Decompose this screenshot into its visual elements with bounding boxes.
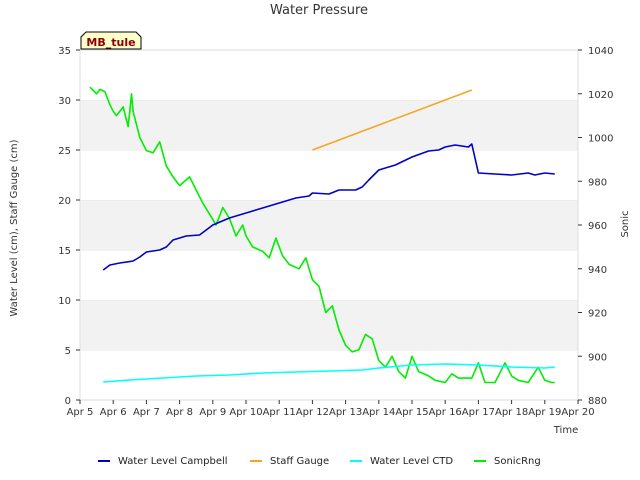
y2-tick-label: 940 bbox=[588, 265, 607, 276]
x-tick-label: Apr 10 bbox=[229, 407, 262, 418]
chart-title: Water Pressure bbox=[270, 3, 368, 18]
y2-axis-label: Sonic bbox=[620, 210, 631, 237]
x-axis: Apr 5 Apr 6 Apr 7 Apr 8 Apr 9 Apr 10 Apr 11 Apr… bbox=[67, 400, 595, 418]
y2-tick-label: 980 bbox=[588, 177, 607, 188]
series-layer bbox=[89, 86, 555, 384]
grid-band bbox=[80, 50, 578, 100]
grid-band bbox=[80, 150, 578, 200]
y2-tick-label: 900 bbox=[588, 352, 607, 363]
series-line-water-level-ctd bbox=[103, 363, 555, 383]
x-tick-label: Apr 5 bbox=[67, 407, 94, 418]
x-tick-label: Apr 14 bbox=[362, 407, 395, 418]
x-tick-label: Apr 7 bbox=[133, 407, 160, 418]
y-axis-left: 0 5 10 15 20 25 30 35 bbox=[58, 46, 80, 407]
x-tick-label: Apr 19 bbox=[528, 407, 561, 418]
y-tick-label: 5 bbox=[65, 346, 71, 357]
grid-band bbox=[80, 250, 578, 300]
y2-tick-label: 880 bbox=[588, 396, 607, 407]
legend: Water Level Campbell Staff Gauge Water Lev… bbox=[98, 456, 541, 467]
y2-tick-label: 1000 bbox=[588, 134, 613, 145]
y-tick-label: 0 bbox=[65, 396, 71, 407]
y-tick-label: 30 bbox=[58, 96, 71, 107]
x-tick-label: Apr 16 bbox=[429, 407, 462, 418]
y2-tick-label: 1040 bbox=[588, 46, 613, 57]
y2-tick-label: 920 bbox=[588, 309, 607, 320]
y-axis-right: 880 900 920 940 960 980 1000 1020 1040 bbox=[578, 46, 613, 407]
x-tick-label: Apr 18 bbox=[495, 407, 528, 418]
x-tick-label: Apr 11 bbox=[263, 407, 296, 418]
series-line-staff-gauge bbox=[312, 89, 473, 151]
grid-band bbox=[80, 200, 578, 250]
grid-band bbox=[80, 350, 578, 400]
y2-tick-label: 960 bbox=[588, 221, 607, 232]
grid-band bbox=[80, 300, 578, 350]
x-tick-label: Apr 17 bbox=[462, 407, 495, 418]
legend-item-label: Staff Gauge bbox=[270, 456, 329, 467]
y2-tick-label: 1020 bbox=[588, 90, 613, 101]
y-axis-label: Water Level (cm), Staff Gauge (cm) bbox=[9, 139, 20, 316]
y-tick-label: 25 bbox=[58, 146, 71, 157]
legend-item-label: Water Level Campbell bbox=[118, 456, 228, 467]
x-tick-label: Apr 15 bbox=[395, 407, 428, 418]
station-badge: MB_tule bbox=[80, 31, 142, 50]
x-tick-label: Apr 8 bbox=[166, 407, 193, 418]
y-tick-label: 10 bbox=[58, 296, 71, 307]
x-tick-label: Apr 6 bbox=[100, 407, 127, 418]
x-tick-label: Apr 9 bbox=[199, 407, 226, 418]
grid-bands bbox=[80, 49, 578, 400]
x-tick-label: Apr 12 bbox=[296, 407, 329, 418]
grid-band bbox=[80, 100, 578, 150]
x-tick-label: Apr 20 bbox=[561, 407, 594, 418]
y-tick-label: 20 bbox=[58, 196, 71, 207]
x-tick-label: Apr 13 bbox=[329, 407, 362, 418]
legend-item-label: Water Level CTD bbox=[370, 456, 453, 467]
badge-label: MB_tule bbox=[86, 36, 135, 49]
legend-item-label: SonicRng bbox=[494, 456, 541, 467]
badge-shape bbox=[80, 31, 142, 50]
x-axis-label: Time bbox=[553, 425, 578, 436]
y-tick-label: 35 bbox=[58, 46, 71, 57]
series-line-sonicrng bbox=[89, 86, 555, 384]
series-line-water-level-campbell bbox=[102, 143, 555, 271]
y-tick-label: 15 bbox=[58, 246, 71, 257]
